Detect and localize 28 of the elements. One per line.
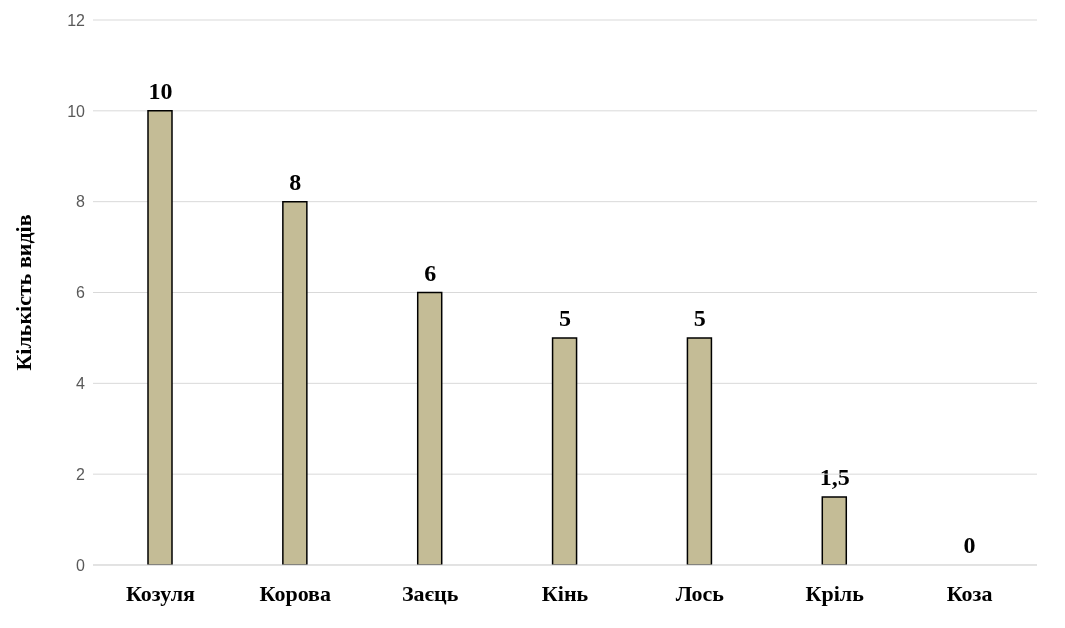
y-tick-label: 2 — [76, 465, 86, 483]
data-label: 0 — [963, 532, 976, 558]
y-tick-label: 8 — [76, 193, 86, 211]
x-tick-label: Корова — [259, 580, 331, 606]
bar — [416, 291, 443, 565]
bar — [147, 110, 173, 565]
data-label: 1,5 — [819, 463, 850, 490]
x-tick-label: Лось — [675, 580, 725, 606]
bar — [551, 337, 578, 565]
y-tick-label: 4 — [76, 375, 86, 393]
data-label: 10 — [148, 77, 173, 104]
data-label: 5 — [693, 304, 706, 331]
bar — [821, 496, 848, 565]
x-tick-label: Кінь — [541, 580, 589, 606]
y-tick-label: 0 — [76, 556, 86, 574]
x-tick-label: Коза — [946, 580, 993, 606]
x-tick-label: Кріль — [805, 580, 865, 606]
y-tick-label: 10 — [67, 102, 86, 120]
y-tick-label: 6 — [76, 284, 86, 302]
data-label: 6 — [424, 259, 437, 286]
y-axis-title: Кількість видів — [10, 214, 36, 371]
x-tick-label: Заєць — [401, 580, 459, 606]
bar — [686, 337, 713, 565]
y-tick-label: 12 — [67, 11, 86, 29]
bar — [282, 200, 308, 565]
data-label: 5 — [559, 304, 571, 331]
data-label: 8 — [289, 168, 302, 195]
x-tick-label: Козуля — [125, 580, 195, 606]
